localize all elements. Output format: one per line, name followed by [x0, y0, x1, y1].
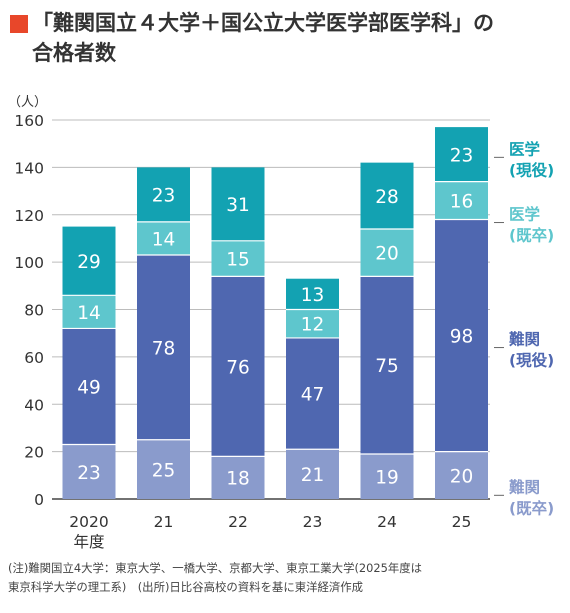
data-label: 28 [375, 187, 399, 208]
series-label: (現役) [509, 351, 554, 370]
series-label: (既卒) [509, 226, 554, 245]
series-label: (既卒) [509, 498, 554, 517]
bar-segment [211, 456, 265, 499]
x-tick-label: 22 [228, 513, 248, 531]
bar-segment [435, 451, 488, 499]
bar-segment [62, 444, 116, 499]
data-label: 29 [77, 252, 101, 273]
data-label: 21 [301, 465, 325, 486]
y-tick-label: 20 [24, 444, 44, 462]
data-label: 18 [226, 469, 250, 490]
data-label: 98 [450, 327, 474, 348]
data-label: 23 [450, 145, 474, 166]
data-label: 47 [301, 385, 325, 406]
y-tick-label: 60 [24, 349, 44, 367]
bar-segment [62, 295, 116, 329]
data-label: 14 [152, 229, 176, 250]
bar-segment [435, 181, 488, 220]
footnote-line-1: (注)難関国立4大学：東京大学、一橋大学、京都大学、東京工業大学(2025年度は [8, 561, 423, 575]
x-tick-label: 23 [303, 513, 323, 531]
bar-segment [286, 449, 339, 499]
stacked-bar-chart: （人）020406080100120140160234914292020年度25… [8, 95, 554, 551]
footnote-line-2: 東京科学大学の理工系) (出所)日比谷高校の資料を基に東洋経済作成 [8, 580, 364, 594]
bar-segment [360, 453, 414, 499]
series-label: 難関 [509, 330, 540, 349]
data-label: 23 [152, 186, 176, 207]
bar-segment [360, 162, 414, 229]
x-tick-label: 21 [154, 513, 174, 531]
series-label: (現役) [509, 160, 554, 179]
data-label: 23 [77, 463, 101, 484]
title-line-2: 合格者数 [32, 41, 116, 65]
data-label: 19 [375, 467, 399, 488]
data-label: 78 [152, 338, 176, 359]
series-label: 難関 [509, 477, 540, 496]
x-tick-label: 年度 [73, 533, 104, 551]
title-marker [10, 15, 28, 33]
data-label: 25 [152, 460, 176, 481]
series-label: 医学 [509, 205, 540, 224]
bar-segment [286, 309, 339, 338]
bar-segment [137, 255, 190, 440]
bar-segment [137, 221, 190, 256]
bar-segment [211, 240, 265, 277]
bar-segment [435, 127, 488, 182]
y-tick-label: 0 [34, 491, 44, 509]
y-tick-label: 160 [14, 112, 44, 130]
bar-segment [211, 276, 265, 457]
x-tick-label: 24 [377, 513, 397, 531]
bar-segment [62, 226, 116, 296]
y-tick-label: 100 [14, 254, 44, 272]
bar-segment [62, 328, 116, 445]
data-label: 16 [450, 192, 474, 213]
data-label: 20 [375, 244, 399, 265]
bar-segment [435, 219, 488, 452]
y-tick-label: 40 [24, 396, 44, 414]
bar-segment [137, 167, 190, 222]
data-label: 20 [450, 466, 474, 487]
footnote: (注)難関国立4大学：東京大学、一橋大学、京都大学、東京工業大学(2025年度は… [8, 559, 422, 597]
y-unit-label: （人） [8, 95, 47, 110]
y-tick-label: 120 [14, 207, 44, 225]
bar-segment [360, 276, 414, 454]
data-label: 75 [375, 356, 399, 377]
x-tick-label: 25 [452, 513, 472, 531]
data-label: 31 [226, 195, 250, 216]
bar-segment [286, 337, 339, 450]
data-label: 15 [226, 250, 250, 271]
bar-segment [137, 439, 190, 499]
data-label: 14 [77, 303, 101, 324]
data-label: 12 [301, 315, 325, 336]
title-line-1: 「難関国立４大学＋国公立大学医学部医学科」の [32, 11, 494, 35]
data-label: 49 [77, 377, 101, 398]
bar-segment [360, 228, 414, 277]
bar-segment [211, 167, 265, 241]
y-tick-label: 80 [24, 302, 44, 320]
bar-segment [286, 278, 339, 310]
y-tick-label: 140 [14, 159, 44, 177]
x-tick-label: 2020 [69, 513, 108, 531]
data-label: 13 [301, 285, 325, 306]
series-label: 医学 [509, 139, 540, 158]
data-label: 76 [226, 357, 250, 378]
